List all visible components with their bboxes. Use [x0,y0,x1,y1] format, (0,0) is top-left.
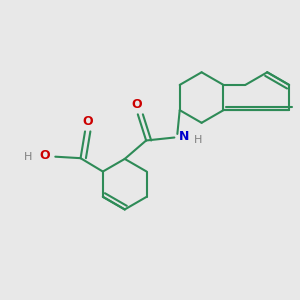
Text: N: N [179,130,189,142]
Text: O: O [83,116,93,128]
Text: O: O [40,149,50,162]
Text: H: H [194,136,202,146]
Text: O: O [131,98,142,111]
Text: H: H [24,152,33,162]
